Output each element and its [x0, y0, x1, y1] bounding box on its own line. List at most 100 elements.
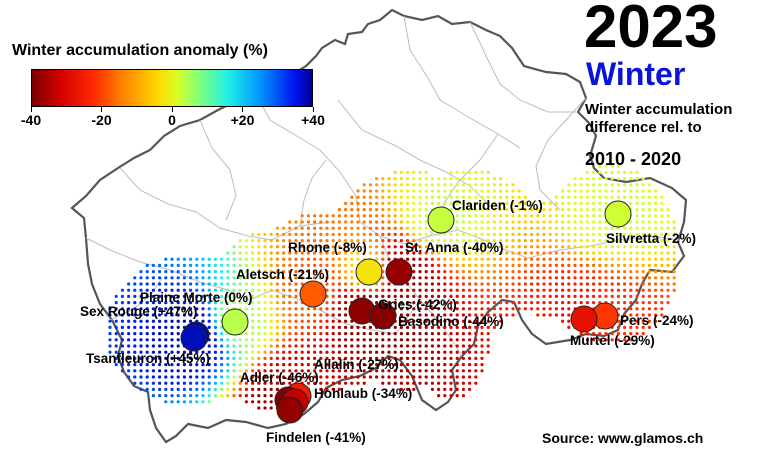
grid-dot	[598, 338, 602, 342]
grid-dot	[616, 189, 621, 193]
grid-dot	[151, 387, 155, 391]
grid-dot	[257, 239, 261, 243]
glacier-marker-findelen[interactable]	[276, 396, 304, 424]
glacier-marker-silvretta[interactable]	[604, 200, 632, 228]
grid-dot	[257, 319, 261, 323]
grid-dot	[443, 356, 447, 360]
grid-dot	[387, 195, 391, 199]
grid-dot	[455, 201, 459, 205]
grid-dot	[288, 257, 292, 261]
grid-dot	[523, 232, 528, 236]
grid-dot	[412, 270, 416, 274]
grid-dot	[263, 332, 267, 336]
grid-dot	[474, 319, 478, 323]
grid-dot	[325, 313, 329, 317]
grid-dot	[455, 220, 459, 224]
glacier-marker-murtel[interactable]	[570, 305, 598, 333]
grid-dot	[381, 294, 385, 298]
grid-dot	[213, 350, 217, 354]
glacier-label-sex-rouge: Sex Rouge (+47%)	[80, 304, 197, 319]
grid-dot	[300, 282, 304, 286]
grid-dot	[226, 257, 230, 261]
grid-dot	[337, 332, 341, 336]
grid-dot	[114, 307, 118, 311]
grid-dot	[455, 239, 459, 243]
grid-dot	[629, 332, 633, 336]
glacier-marker-aletsch[interactable]	[299, 280, 327, 308]
grid-dot	[368, 288, 372, 292]
glacier-marker-rhone[interactable]	[355, 258, 383, 286]
grid-dot	[461, 350, 465, 354]
grid-dot	[579, 301, 583, 305]
grid-dot	[226, 363, 230, 367]
grid-dot	[635, 288, 639, 292]
grid-dot	[319, 375, 323, 379]
grid-dot	[412, 170, 416, 174]
grid-dot	[406, 183, 410, 187]
grid-dot	[412, 177, 416, 181]
grid-dot	[263, 263, 267, 267]
grid-dot	[548, 288, 552, 292]
grid-dot	[350, 356, 354, 360]
glacier-marker-basodino[interactable]	[369, 302, 397, 330]
grid-dot	[455, 189, 459, 193]
grid-dot	[443, 251, 447, 255]
grid-dot	[176, 338, 180, 342]
grid-dot	[263, 344, 267, 348]
grid-dot	[232, 338, 236, 342]
grid-dot	[548, 313, 552, 317]
grid-dot	[554, 263, 559, 267]
grid-dot	[182, 400, 186, 404]
grid-dot	[573, 276, 577, 280]
grid-dot	[660, 263, 664, 267]
glacier-marker-tsanfleuron[interactable]	[180, 324, 208, 352]
grid-dot	[195, 375, 199, 379]
grid-dot	[282, 363, 286, 367]
grid-dot	[430, 183, 434, 187]
grid-dot	[474, 270, 478, 274]
grid-dot	[331, 239, 335, 243]
grid-dot	[461, 319, 465, 323]
grid-dot	[263, 338, 267, 342]
grid-dot	[536, 270, 540, 274]
grid-dot	[424, 313, 428, 317]
grid-dot	[430, 344, 434, 348]
glacier-marker-plaine-morte[interactable]	[221, 308, 249, 336]
grid-dot	[226, 276, 230, 280]
grid-dot	[610, 251, 614, 255]
grid-dot	[542, 226, 546, 230]
grid-dot	[505, 214, 509, 218]
glacier-marker-st-anna[interactable]	[385, 258, 413, 286]
grid-dot	[461, 307, 465, 311]
grid-dot	[325, 338, 329, 342]
grid-dot	[511, 220, 515, 224]
grid-dot	[325, 332, 329, 336]
grid-dot	[337, 350, 341, 354]
grid-dot	[158, 363, 162, 367]
grid-dot	[145, 344, 149, 348]
grid-dot	[579, 201, 583, 205]
grid-dot	[430, 387, 434, 391]
grid-dot	[344, 325, 348, 329]
grid-dot	[412, 387, 416, 391]
grid-dot	[226, 301, 230, 305]
grid-dot	[430, 276, 434, 280]
grid-dot	[530, 288, 534, 292]
grid-dot	[455, 170, 459, 174]
grid-dot	[635, 263, 639, 267]
grid-dot	[672, 282, 676, 286]
grid-dot	[151, 375, 155, 379]
grid-dot	[647, 201, 652, 205]
grid-dot	[387, 177, 391, 181]
grid-dot	[523, 294, 528, 298]
grid-dot	[468, 325, 472, 329]
glacier-marker-clariden[interactable]	[427, 206, 455, 234]
grid-dot	[288, 251, 292, 255]
grid-dot	[567, 226, 571, 230]
grid-dot	[654, 288, 658, 292]
grid-dot	[585, 226, 590, 230]
grid-dot	[170, 363, 174, 367]
grid-dot	[548, 239, 552, 243]
grid-dot	[313, 245, 317, 249]
grid-dot	[257, 276, 261, 280]
